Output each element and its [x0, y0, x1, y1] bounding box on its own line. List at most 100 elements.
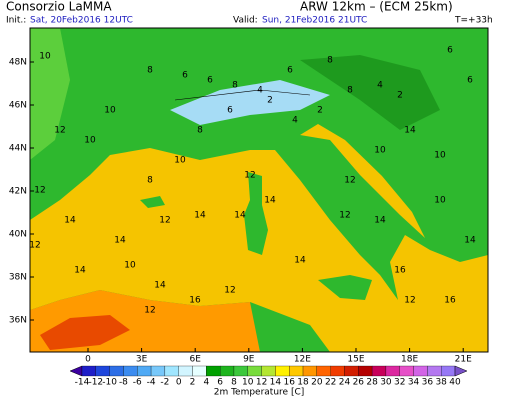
colorbar-bin — [123, 365, 138, 377]
colorbar-bin — [371, 365, 387, 377]
colorbar-bin — [275, 365, 290, 377]
map-value: 8 — [347, 86, 353, 96]
lon-label: 3E — [136, 355, 148, 365]
colorbar-bin — [316, 365, 331, 377]
map-value: 10 — [174, 156, 186, 166]
map-value: 14 — [194, 211, 206, 221]
colorbar: -14 -12 -10 -8 -6 -4 -2 0 2 4 6 8 10 12 14 16 18 20 22 24 26… — [69, 365, 468, 388]
colorbar-extend-high — [454, 365, 468, 377]
map-value: 8 — [327, 56, 333, 66]
balearics — [140, 196, 165, 208]
init-time: Sat, 20Feb2016 12UTC — [30, 16, 133, 26]
map-value: 4 — [257, 86, 263, 96]
lon-label: 6E — [189, 355, 201, 365]
lat-label: 46N — [9, 101, 27, 111]
map-value: 6 — [467, 76, 473, 86]
map-value: 10 — [434, 151, 446, 161]
map-value: 6 — [207, 76, 213, 86]
map-value: 14 — [234, 211, 246, 221]
map-value: 14 — [404, 126, 416, 136]
corsica-sardinia — [244, 172, 268, 255]
colorbar-tick-label: -14 — [75, 378, 90, 388]
east-europe — [300, 55, 440, 130]
colorbar-bin — [206, 365, 221, 377]
lon-label: 15E — [347, 355, 364, 365]
colorbar-bin — [150, 365, 166, 377]
map-value: 12 — [34, 186, 45, 196]
colorbar-tick-label: -10 — [102, 378, 117, 388]
map-value: 8 — [197, 126, 203, 136]
lat-label: 42N — [9, 187, 27, 197]
colorbar-tick-label: 6 — [217, 378, 223, 388]
map-value: 4 — [377, 81, 383, 91]
valid-time: Sun, 21Feb2016 21UTC — [262, 16, 367, 26]
map-value: 2 — [267, 96, 273, 106]
lat-label: 38N — [9, 273, 27, 283]
map-value: 12 — [404, 296, 415, 306]
colorbar-tick-label: -8 — [119, 378, 128, 388]
map-value: 8 — [147, 66, 153, 76]
map-value: 12 — [159, 216, 170, 226]
map-value: 2 — [317, 106, 323, 116]
map-value: 8 — [147, 176, 153, 186]
colorbar-tick-label: 32 — [394, 378, 405, 388]
colorbar-tick-label: 14 — [270, 378, 282, 388]
colorbar-bin — [233, 365, 248, 377]
map-value: 16 — [444, 296, 456, 306]
colorbar-tick-label: -2 — [160, 378, 169, 388]
colorbar-tick-label: 28 — [366, 378, 378, 388]
lat-label: 40N — [9, 230, 27, 240]
colorbar-bin — [289, 365, 304, 377]
colorbar-bin — [399, 365, 414, 377]
map-value: 10 — [104, 106, 116, 116]
colorbar-tick-label: 36 — [422, 378, 434, 388]
map-value: 10 — [39, 52, 51, 62]
colorbar-extend-low — [69, 365, 83, 377]
colorbar-title: 2m Temperature [C] — [214, 388, 305, 398]
colorbar-bin — [427, 365, 442, 377]
hot-spot — [40, 315, 130, 350]
colorbar-bin — [164, 365, 179, 377]
colorbar-tick-label: 0 — [176, 378, 182, 388]
lead-time: T=+33h — [454, 16, 493, 26]
colorbar-bin — [192, 365, 207, 377]
map-value: 10 — [434, 196, 446, 206]
map-value: 6 — [287, 66, 293, 76]
alps — [170, 80, 330, 125]
colorbar-bin — [219, 365, 235, 377]
valid-label: Valid: — [233, 16, 258, 26]
adriatic — [300, 124, 425, 238]
lon-labels: 0 3E 6E 9E 12E 15E 18E 21E — [85, 348, 472, 365]
colorbar-bin — [358, 365, 373, 377]
map-value: 16 — [189, 296, 201, 306]
colorbar-tick-label: 2 — [190, 378, 196, 388]
colorbar-tick-label: 20 — [311, 378, 323, 388]
colorbar-tick-label: 10 — [242, 378, 254, 388]
colorbar-bin — [178, 365, 193, 377]
sicily — [318, 275, 372, 300]
colorbar-tick-label: 40 — [449, 378, 461, 388]
map-value: 12 — [144, 306, 155, 316]
map — [29, 27, 489, 353]
colorbar-bin — [109, 365, 124, 377]
map-value: 10 — [124, 261, 136, 271]
lon-label: 9E — [243, 355, 255, 365]
map-value: 12 — [244, 171, 255, 181]
border — [174, 89, 311, 101]
colorbar-tick-label: 34 — [408, 378, 420, 388]
colorbar-bin — [137, 365, 152, 377]
map-value: 12 — [224, 286, 235, 296]
map-value: 14 — [374, 216, 386, 226]
colorbar-bin — [441, 365, 456, 377]
colorbar-tick-label: 18 — [297, 378, 309, 388]
map-value: 8 — [232, 81, 238, 91]
map-value: 6 — [447, 46, 453, 56]
model: ARW 12km – (ECM 25km) — [300, 0, 453, 14]
colorbar-tick-label: 4 — [203, 378, 209, 388]
colorbar-bin — [247, 365, 262, 377]
map-value: 4 — [292, 116, 298, 126]
map-value: 14 — [64, 216, 76, 226]
map-value: 14 — [114, 236, 126, 246]
colorbar-bin — [413, 365, 428, 377]
colorbar-tick-label: -4 — [147, 378, 156, 388]
